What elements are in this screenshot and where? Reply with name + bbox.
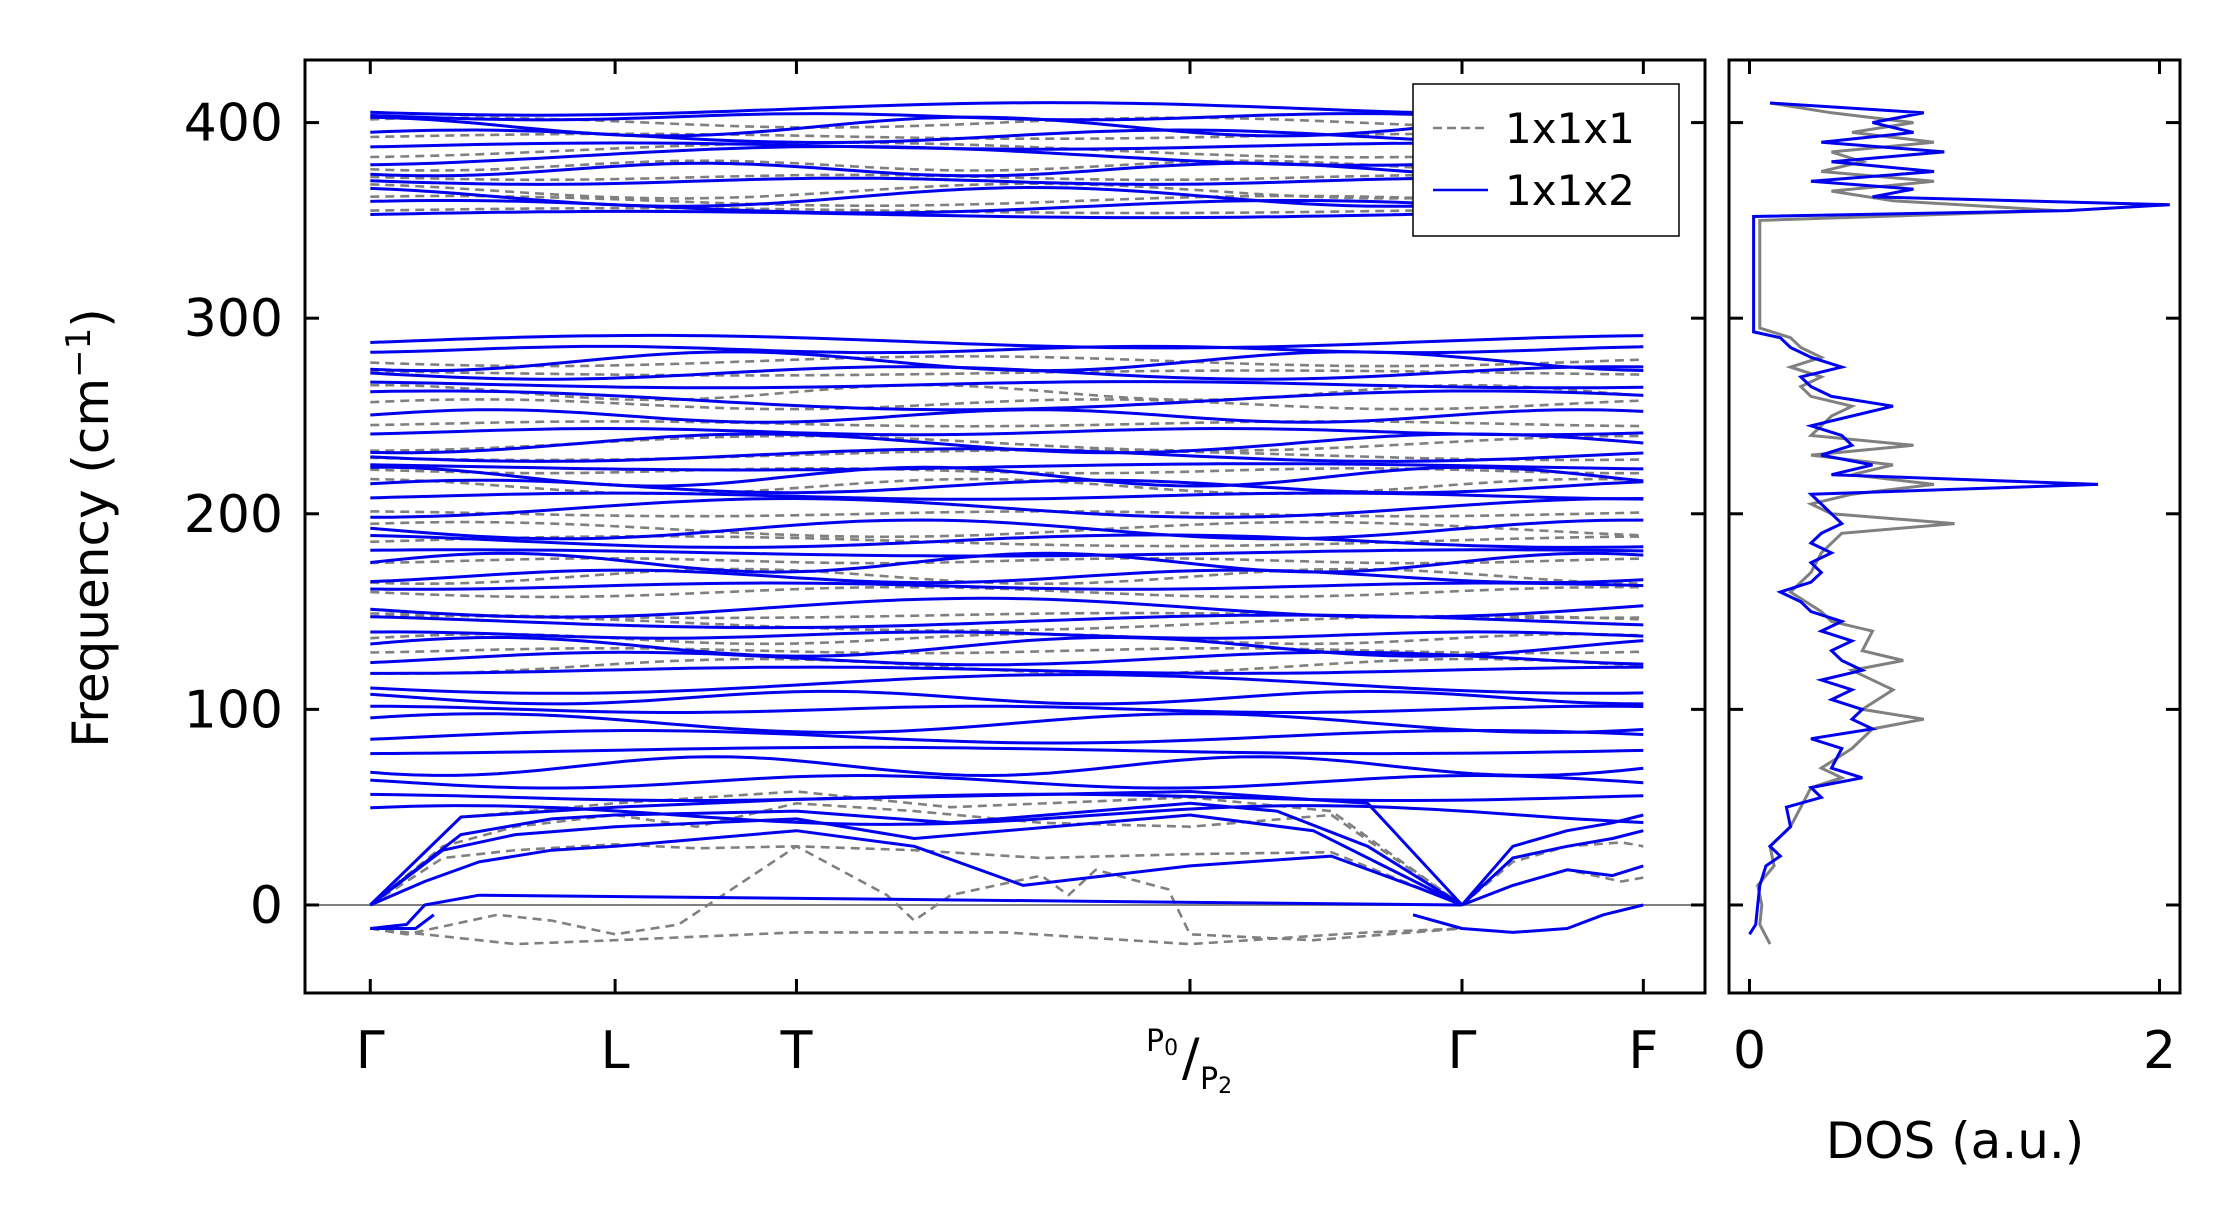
band-line-1x1x2 (370, 380, 1644, 390)
band-line-1x1x1 (370, 535, 1644, 548)
band-line-1x1x1 (370, 369, 1644, 377)
band-line-1x1x2 (370, 689, 1644, 706)
acoustic-branch-1x1x1 (370, 927, 1463, 946)
band-line-1x1x2 (370, 745, 1644, 756)
band-line-1x1x1 (370, 477, 1644, 496)
kpoint-label: F (1628, 1021, 1658, 1081)
band-plot-frame (303, 58, 1707, 995)
band-line-1x1x2 (370, 673, 1644, 695)
band-line-1x1x1 (370, 647, 1644, 655)
band-line-1x1x2 (370, 462, 1644, 472)
y-tick-label: 400 (184, 94, 283, 154)
legend-label-1x1x1: 1x1x1 (1505, 104, 1635, 153)
band-line-1x1x2 (370, 491, 1644, 501)
band-line-1x1x1 (370, 173, 1644, 182)
band-line-1x1x2 (370, 755, 1644, 778)
acoustic-branch-1x1x1 (370, 845, 1463, 942)
band-line-1x1x1 (370, 194, 1644, 207)
y-tick-label: 300 (184, 289, 283, 349)
legend: 1x1x1 1x1x2 (1412, 83, 1680, 237)
band-line-1x1x2 (370, 533, 1644, 549)
band-line-1x1x2 (370, 389, 1644, 412)
band-line-1x1x1 (370, 567, 1644, 586)
acoustic-branch-1x1x1 (369, 802, 1463, 907)
acoustic-branch-1x1x2 (1460, 829, 1644, 907)
kpoint-label: P2 (1200, 1062, 1232, 1099)
band-line-1x1x1 (370, 159, 1644, 172)
band-line-1x1x2 (370, 496, 1644, 519)
acoustic-branch-1x1x2 (1460, 813, 1644, 906)
dos-plot-frame (1727, 58, 2182, 995)
band-line-1x1x2 (370, 630, 1644, 640)
y-tick-label: 100 (184, 680, 283, 740)
band-line-1x1x2 (370, 350, 1644, 373)
kpoint-label-slash: / (1182, 1028, 1200, 1088)
kpoint-label: Γ (356, 1021, 385, 1081)
band-line-1x1x2 (370, 518, 1644, 541)
band-line-1x1x2 (370, 465, 1644, 488)
band-line-1x1x1 (370, 354, 1644, 368)
acoustic-branch-1x1x2 (1412, 903, 1644, 934)
band-line-1x1x1 (370, 182, 1644, 200)
dos-curve-1x1x2 (1748, 101, 2170, 936)
series-1x1x2-lines (369, 101, 1644, 934)
legend-box (1412, 83, 1680, 237)
band-line-1x1x1 (370, 520, 1644, 539)
band-y-ticks: 0 100 200 300 400 (184, 94, 1705, 936)
dos-y-ticks (1729, 121, 2180, 907)
band-line-1x1x1 (370, 383, 1644, 402)
band-line-1x1x2 (370, 712, 1644, 735)
acoustic-branch-1x1x2 (369, 829, 1463, 907)
acoustic-branch-1x1x2 (369, 801, 1463, 907)
band-kpoint-ticks: Γ L T P0/P2 Γ F (356, 60, 1658, 1099)
acoustic-branch-1x1x2 (370, 893, 1463, 930)
band-line-1x1x1 (370, 614, 1644, 632)
acoustic-branch-1x1x2 (1461, 864, 1644, 907)
band-line-1x1x2 (370, 665, 1644, 675)
y-tick-label: 0 (250, 876, 283, 936)
kpoint-label: Γ (1448, 1021, 1477, 1081)
kpoint-label: T (780, 1021, 813, 1081)
band-line-1x1x1 (370, 206, 1644, 215)
band-line-1x1x1 (370, 398, 1644, 411)
y-axis-label: Frequency (cm−1) (59, 308, 120, 748)
band-line-1x1x1 (370, 141, 1644, 159)
band-line-1x1x2 (370, 635, 1644, 658)
band-line-1x1x2 (370, 704, 1644, 714)
band-line-1x1x2 (370, 548, 1644, 558)
acoustic-branch-1x1x2 (369, 790, 1464, 907)
band-line-1x1x2 (370, 447, 1644, 463)
band-line-1x1x1 (370, 448, 1644, 462)
kpoint-label: P0 (1146, 1024, 1178, 1061)
band-line-1x1x2 (370, 650, 1644, 667)
dos-x-tick-label: 0 (1733, 1021, 1766, 1081)
kpoint-label: L (601, 1021, 630, 1081)
legend-label-1x1x2: 1x1x2 (1505, 166, 1635, 215)
dos-curve-1x1x1 (1756, 101, 2058, 945)
dos-x-axis-label: DOS (a.u.) (1826, 1112, 2085, 1170)
y-tick-label: 200 (184, 485, 283, 545)
band-line-1x1x2 (370, 568, 1644, 585)
acoustic-branch-1x1x2 (370, 913, 435, 930)
band-line-1x1x2 (370, 773, 1644, 790)
dos-x-tick-label: 2 (2143, 1021, 2176, 1081)
band-line-1x1x2 (370, 596, 1644, 619)
acoustic-branch-1x1x2 (369, 813, 1463, 907)
band-line-1x1x2 (370, 408, 1644, 424)
band-line-1x1x1 (370, 420, 1644, 428)
band-line-1x1x2 (370, 344, 1644, 355)
band-line-1x1x2 (370, 426, 1644, 437)
band-line-1x1x2 (370, 333, 1644, 350)
band-line-1x1x2 (370, 729, 1644, 745)
band-panel: 0 100 200 300 400 Γ L T P0/P2 Γ F Frequency (cm−1… (59, 58, 1707, 1099)
band-line-1x1x2 (370, 581, 1644, 591)
band-line-1x1x2 (370, 551, 1644, 574)
band-line-1x1x1 (370, 509, 1644, 518)
